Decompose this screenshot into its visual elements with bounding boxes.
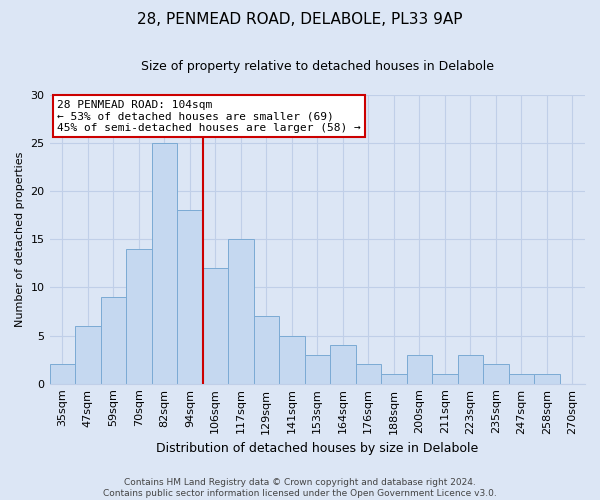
Bar (305, 355, 330, 384)
Bar (101, 297, 126, 384)
Text: Contains HM Land Registry data © Crown copyright and database right 2024.
Contai: Contains HM Land Registry data © Crown c… (103, 478, 497, 498)
Bar (407, 355, 432, 384)
Bar (50, 364, 75, 384)
Bar (203, 268, 228, 384)
Y-axis label: Number of detached properties: Number of detached properties (15, 152, 25, 327)
Bar (330, 345, 356, 384)
Bar (177, 210, 203, 384)
Bar (126, 249, 152, 384)
X-axis label: Distribution of detached houses by size in Delabole: Distribution of detached houses by size … (156, 442, 478, 455)
Bar (432, 374, 458, 384)
Bar (254, 316, 279, 384)
Bar (228, 240, 254, 384)
Bar (381, 374, 407, 384)
Title: Size of property relative to detached houses in Delabole: Size of property relative to detached ho… (141, 60, 494, 73)
Bar (75, 326, 101, 384)
Bar (534, 374, 560, 384)
Text: 28, PENMEAD ROAD, DELABOLE, PL33 9AP: 28, PENMEAD ROAD, DELABOLE, PL33 9AP (137, 12, 463, 28)
Bar (279, 336, 305, 384)
Bar (458, 355, 483, 384)
Bar (356, 364, 381, 384)
Bar (483, 364, 509, 384)
Bar (152, 143, 177, 384)
Text: 28 PENMEAD ROAD: 104sqm
← 53% of detached houses are smaller (69)
45% of semi-de: 28 PENMEAD ROAD: 104sqm ← 53% of detache… (57, 100, 361, 133)
Bar (509, 374, 534, 384)
